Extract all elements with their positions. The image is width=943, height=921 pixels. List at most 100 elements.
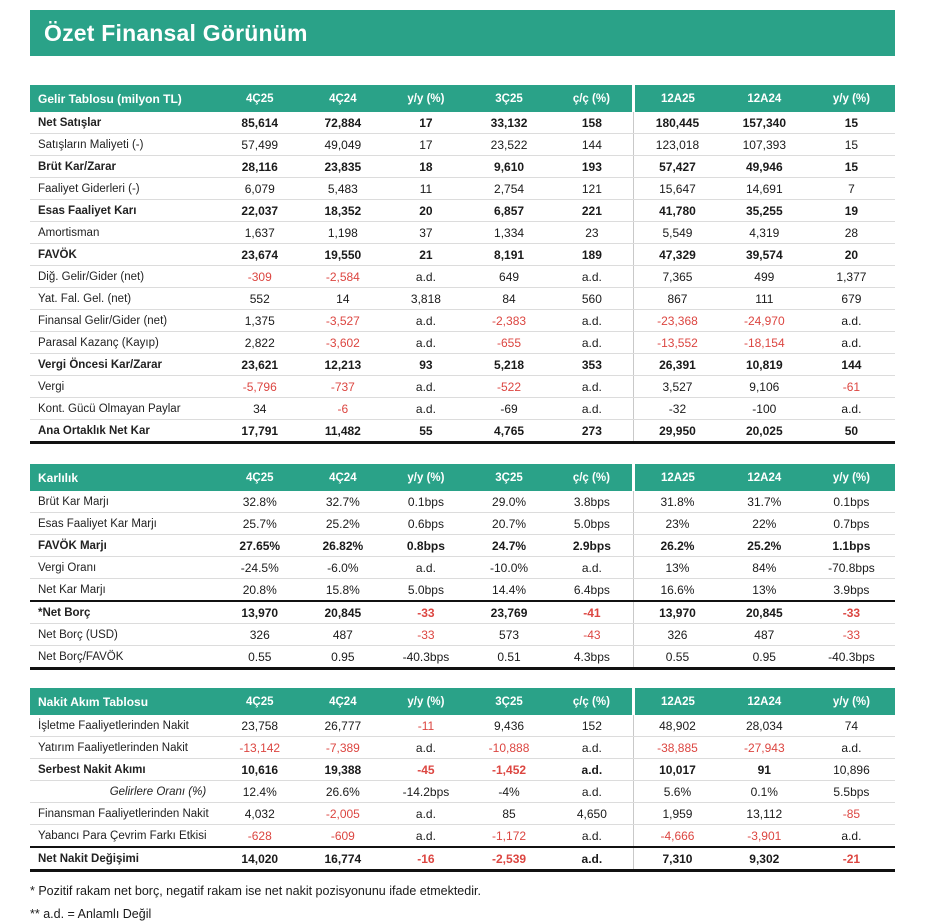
cell: 193 <box>550 155 634 178</box>
column-header: y/y (%) <box>807 85 895 112</box>
cell: 157,340 <box>720 112 808 134</box>
cell: 17 <box>384 133 468 156</box>
cell: 14,020 <box>218 846 302 871</box>
cell: 649 <box>467 265 551 288</box>
cell: 22,037 <box>218 199 302 222</box>
cell: 487 <box>301 623 385 646</box>
cell: -18,154 <box>720 331 808 354</box>
cell: 3,527 <box>633 375 721 398</box>
cell: a.d. <box>550 375 634 398</box>
row-label: Finansman Faaliyetlerinden Nakit <box>30 802 219 825</box>
cell: 1,198 <box>301 221 385 244</box>
cell: -6 <box>301 397 385 420</box>
cell: 867 <box>633 287 721 310</box>
cell: 29,950 <box>633 419 721 443</box>
table-row: Serbest Nakit Akımı 10,616 19,388 -45 -1,452… <box>30 758 895 781</box>
cell: 25.7% <box>218 512 302 535</box>
cell: -41 <box>550 600 634 624</box>
cell: -33 <box>384 600 468 624</box>
cell: 0.1bps <box>807 491 895 513</box>
cell: -3,901 <box>720 824 808 848</box>
cell: -1,172 <box>467 824 551 848</box>
cell: 93 <box>384 353 468 376</box>
cell: -2,539 <box>467 846 551 871</box>
row-label: Diğ. Gelir/Gider (net) <box>30 265 219 288</box>
table-row: Ana Ortaklık Net Kar 17,791 11,482 55 4,765 2… <box>30 419 895 443</box>
cell: -21 <box>807 846 895 871</box>
cell: a.d. <box>550 846 634 871</box>
table-row: İşletme Faaliyetlerinden Nakit 23,758 26,7… <box>30 715 895 737</box>
cell: 0.51 <box>467 645 551 669</box>
cell: -737 <box>301 375 385 398</box>
cell: 123,018 <box>633 133 721 156</box>
cell: 221 <box>550 199 634 222</box>
cell: 11 <box>384 177 468 200</box>
table-row: Finansal Gelir/Gider (net) 1,375 -3,527 a.d… <box>30 309 895 332</box>
cell: 25.2% <box>720 534 808 557</box>
cell: 3.9bps <box>807 578 895 602</box>
cell: a.d. <box>807 397 895 420</box>
column-header: 12A24 <box>720 464 808 491</box>
column-header: 4Ç25 <box>218 688 302 715</box>
cell: 0.1bps <box>384 491 468 513</box>
cell: 10,819 <box>720 353 808 376</box>
cell: 19,388 <box>301 758 385 781</box>
cell: a.d. <box>384 824 468 848</box>
cell: 28,034 <box>720 715 808 737</box>
row-label: Brüt Kar/Zarar <box>30 155 219 178</box>
cell: 0.1% <box>720 780 808 803</box>
table-row: Vergi Öncesi Kar/Zarar 23,621 12,213 93 5,21… <box>30 353 895 376</box>
row-label: Net Satışlar <box>30 112 219 134</box>
table-row: Net Borç/FAVÖK 0.55 0.95 -40.3bps 0.51 4.3bps… <box>30 645 895 669</box>
cell: 158 <box>550 112 634 134</box>
table-row: Net Nakit Değişimi 14,020 16,774 -16 -2,539 a… <box>30 846 895 871</box>
row-label: Faaliyet Giderleri (-) <box>30 177 219 200</box>
cell: 19 <box>807 199 895 222</box>
cell: 6,079 <box>218 177 302 200</box>
row-label: Serbest Nakit Akımı <box>30 758 219 781</box>
cell: -655 <box>467 331 551 354</box>
cell: 5,483 <box>301 177 385 200</box>
cell: 28,116 <box>218 155 302 178</box>
cell: 26,391 <box>633 353 721 376</box>
cell: 3,818 <box>384 287 468 310</box>
column-header: 12A25 <box>632 688 721 715</box>
cell: -3,602 <box>301 331 385 354</box>
table-row: Yat. Fal. Gel. (net) 552 14 3,818 84 560 867 11… <box>30 287 895 310</box>
cell: -45 <box>384 758 468 781</box>
cell: 26,777 <box>301 715 385 737</box>
table-row: Esas Faaliyet Kar Marjı 25.7% 25.2% 0.6bps 2… <box>30 512 895 535</box>
financial-table-2: Karlılık 4Ç25 4Ç24 y/y (%) 3Ç25 ç/ç (%) 12A25 1… <box>30 464 895 670</box>
cell: a.d. <box>384 802 468 825</box>
column-header: y/y (%) <box>807 688 895 715</box>
cell: 50 <box>807 419 895 443</box>
cell: 37 <box>384 221 468 244</box>
column-header: ç/ç (%) <box>550 688 634 715</box>
cell: 0.95 <box>720 645 808 669</box>
cell: -38,885 <box>633 736 721 759</box>
cell: 22% <box>720 512 808 535</box>
cell: 85 <box>467 802 551 825</box>
cell: -61 <box>807 375 895 398</box>
cell: -33 <box>384 623 468 646</box>
cell: -11 <box>384 715 468 737</box>
cell: 33,132 <box>467 112 551 134</box>
row-label: Ana Ortaklık Net Kar <box>30 419 219 443</box>
cell: -24.5% <box>218 556 302 579</box>
cell: a.d. <box>550 556 634 579</box>
cell: 14.4% <box>467 578 551 602</box>
cell: 85,614 <box>218 112 302 134</box>
cell: a.d. <box>384 309 468 332</box>
table-row: Net Satışlar 85,614 72,884 17 33,132 158 180,4… <box>30 112 895 134</box>
cell: -5,796 <box>218 375 302 398</box>
footnote-net-borc: * Pozitif rakam net borç, negatif rakam … <box>30 884 481 898</box>
row-label: Net Borç (USD) <box>30 623 219 646</box>
row-label: Net Nakit Değişimi <box>30 846 219 871</box>
cell: 23% <box>633 512 721 535</box>
cell: a.d. <box>550 309 634 332</box>
cell: 326 <box>218 623 302 646</box>
table-row: Vergi Oranı -24.5% -6.0% a.d. -10.0% a.d. 13% 8… <box>30 556 895 579</box>
cell: 19,550 <box>301 243 385 266</box>
cell: 20,845 <box>301 600 385 624</box>
